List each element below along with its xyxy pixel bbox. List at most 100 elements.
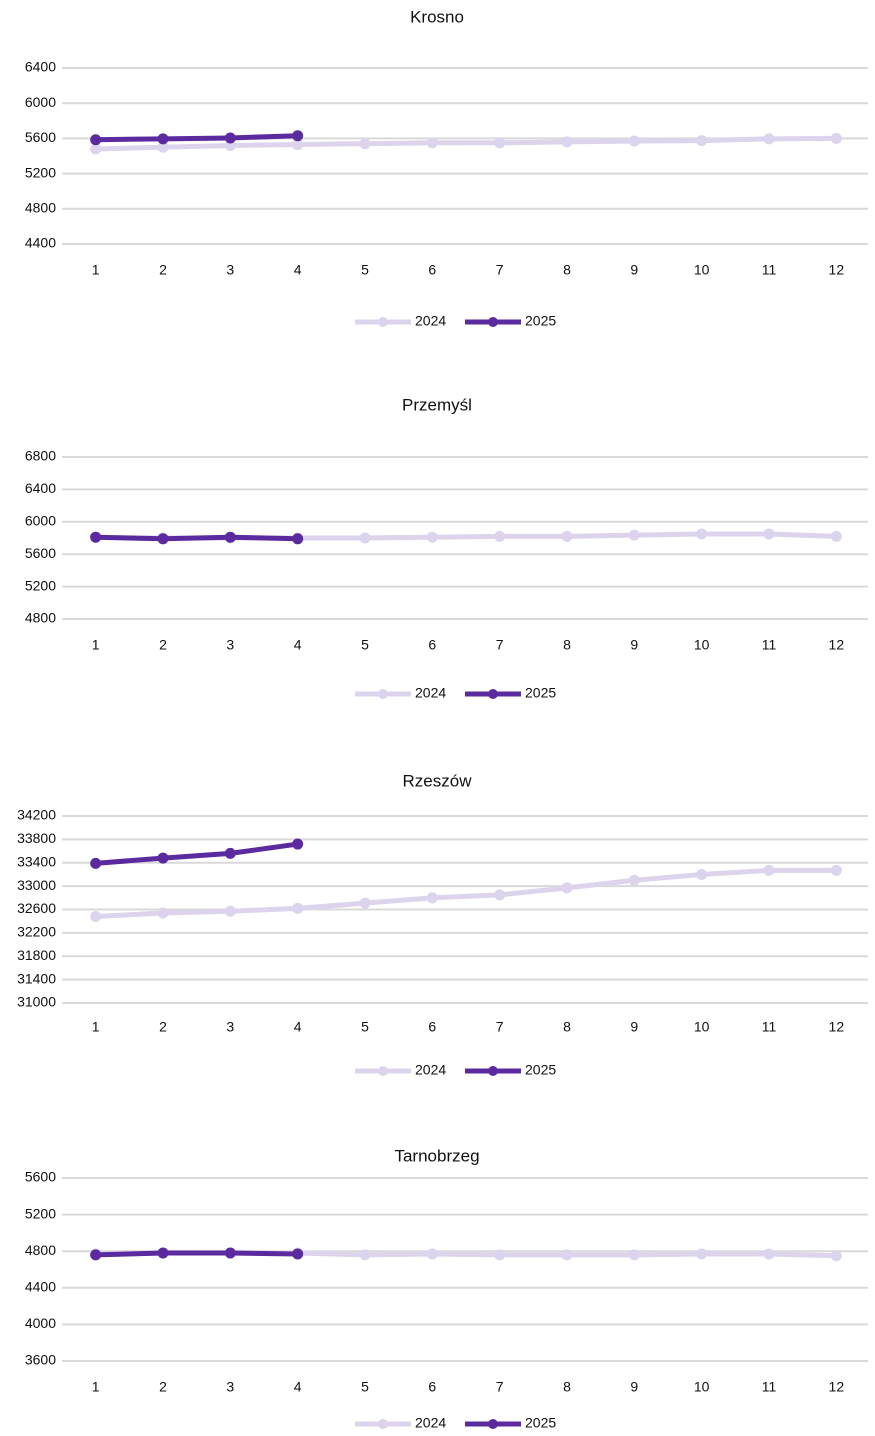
data-point [90,134,102,146]
data-point [628,1249,640,1261]
x-tick-label: 11 [762,1379,777,1395]
y-tick-label: 32200 [17,924,56,940]
y-tick-label: 4000 [25,1315,56,1331]
data-point [830,132,842,144]
data-point [359,1249,371,1261]
y-tick-label: 31800 [17,947,56,963]
legend-label: 2024 [415,1062,446,1078]
y-tick-label: 4800 [25,200,56,216]
data-point [494,530,506,542]
data-point [628,529,640,541]
y-tick-label: 4800 [25,610,56,626]
legend-marker [378,689,388,699]
x-tick-label: 4 [294,637,302,653]
legend-label: 2024 [415,685,446,701]
data-point [157,133,169,145]
y-tick-label: 5200 [25,164,56,180]
x-tick-label: 7 [496,1019,504,1035]
x-tick-label: 8 [563,1019,571,1035]
y-tick-label: 31400 [17,970,56,986]
legend-label: 2025 [525,313,556,329]
data-point [292,130,304,142]
x-tick-label: 10 [694,1019,710,1035]
data-point [157,533,169,545]
legend-label: 2025 [525,1062,556,1078]
data-point [830,864,842,876]
data-point [224,132,236,144]
x-tick-label: 3 [226,637,234,653]
legend-label: 2024 [415,313,446,329]
x-tick-label: 1 [92,1379,100,1395]
y-tick-label: 6400 [25,59,56,75]
data-point [292,838,304,850]
legend-marker [378,317,388,327]
y-tick-label: 33400 [17,853,56,869]
x-tick-label: 2 [159,1379,167,1395]
y-tick-label: 6000 [25,94,56,110]
x-tick-label: 4 [294,262,302,278]
data-point [90,857,102,869]
data-point [157,1247,169,1259]
legend-marker [488,689,498,699]
legend-label: 2025 [525,1415,556,1431]
x-tick-label: 2 [159,262,167,278]
data-point [359,138,371,150]
x-tick-label: 3 [226,1019,234,1035]
x-tick-label: 10 [694,262,710,278]
chart-title: Krosno [410,7,464,26]
x-tick-label: 6 [428,637,436,653]
data-point [830,1250,842,1262]
data-point [292,1248,304,1260]
x-tick-label: 4 [294,1379,302,1395]
data-point [90,1249,102,1261]
data-point [90,911,102,923]
x-tick-label: 1 [92,1019,100,1035]
legend-marker [488,317,498,327]
series-line [95,1250,298,1258]
y-tick-label: 6000 [25,513,56,529]
x-tick-label: 9 [630,637,638,653]
chart-title: Tarnobrzeg [394,1146,479,1165]
y-tick-label: 6400 [25,480,56,496]
data-point [494,889,506,901]
chart-title: Rzeszów [403,771,473,790]
y-tick-label: 5200 [25,577,56,593]
data-point [763,528,775,540]
x-tick-label: 9 [630,1019,638,1035]
x-tick-label: 12 [829,637,845,653]
x-tick-label: 9 [630,1379,638,1395]
x-tick-label: 5 [361,262,369,278]
data-point [561,882,573,894]
x-tick-label: 7 [496,637,504,653]
legend-label: 2025 [525,685,556,701]
data-point [561,1249,573,1261]
data-point [157,141,169,153]
x-tick-label: 5 [361,1019,369,1035]
data-point [426,137,438,149]
data-point [426,531,438,543]
y-tick-label: 34200 [17,807,56,823]
legend-marker [488,1066,498,1076]
chart-title: Przemyśl [402,395,472,414]
x-tick-label: 7 [496,262,504,278]
y-tick-label: 33800 [17,830,56,846]
series-line [95,841,299,866]
y-tick-label: 31000 [17,994,56,1010]
data-point [224,1247,236,1259]
x-tick-label: 5 [361,637,369,653]
data-point [494,1249,506,1261]
data-point [763,133,775,145]
x-tick-label: 8 [563,637,571,653]
data-point [90,531,102,543]
y-tick-label: 5600 [25,1169,56,1185]
x-tick-label: 2 [159,637,167,653]
x-tick-label: 8 [563,262,571,278]
data-point [426,1248,438,1260]
data-point [696,1248,708,1260]
data-point [763,1248,775,1260]
y-tick-label: 5600 [25,545,56,561]
x-tick-label: 12 [829,1019,845,1035]
data-point [696,528,708,540]
data-point [830,530,842,542]
